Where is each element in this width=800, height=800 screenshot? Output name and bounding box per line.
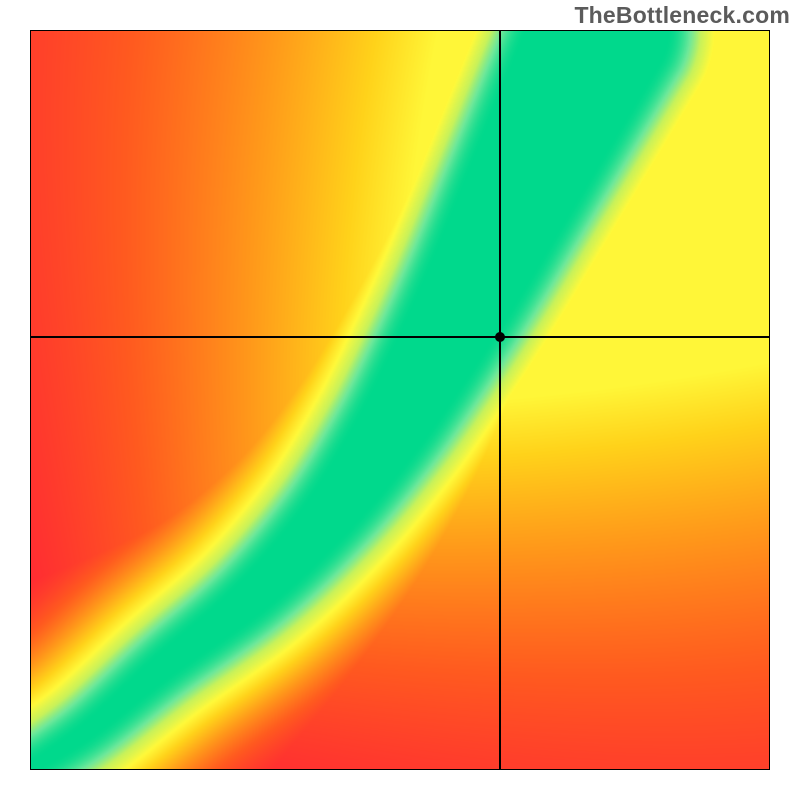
crosshair-horizontal — [30, 336, 770, 338]
attribution-text: TheBottleneck.com — [574, 2, 790, 29]
heatmap-canvas — [30, 30, 770, 770]
plot-area — [30, 30, 770, 770]
crosshair-vertical — [499, 30, 501, 770]
chart-container: TheBottleneck.com — [0, 0, 800, 800]
marker-dot — [495, 332, 505, 342]
